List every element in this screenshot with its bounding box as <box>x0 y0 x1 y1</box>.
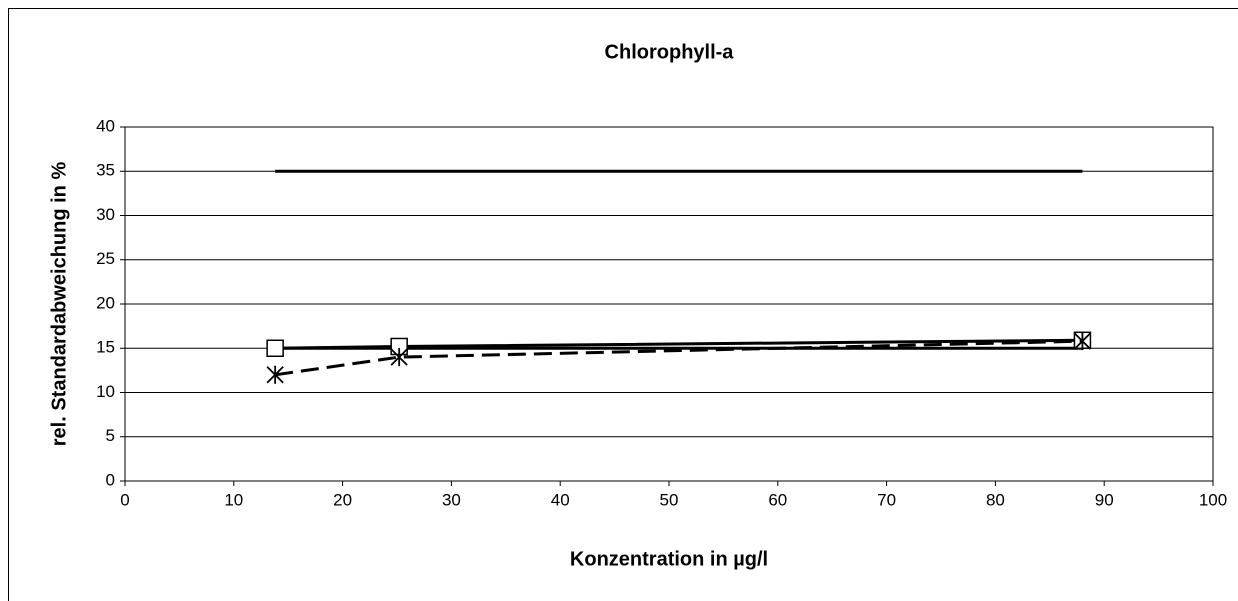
marker <box>266 339 284 357</box>
y-tick-label: 25 <box>96 249 115 268</box>
x-tick-label: 60 <box>768 490 787 509</box>
marker <box>1073 332 1092 351</box>
chart-frame <box>8 8 1238 601</box>
y-tick-label: 40 <box>96 116 115 135</box>
chart-title: Chlorophyll-a <box>605 41 735 63</box>
x-tick-label: 30 <box>442 490 461 509</box>
y-tick-label: 0 <box>106 470 115 489</box>
y-tick-label: 35 <box>96 161 115 180</box>
y-tick-label: 20 <box>96 293 115 312</box>
x-tick-label: 10 <box>224 490 243 509</box>
y-axis-label: rel. Standardabweichung in % <box>48 162 70 447</box>
x-tick-label: 70 <box>877 490 896 509</box>
x-axis-label: Konzentration in µg/l <box>570 548 768 570</box>
x-tick-label: 90 <box>1095 490 1114 509</box>
y-tick-label: 15 <box>96 338 115 357</box>
x-tick-label: 100 <box>1199 490 1227 509</box>
x-tick-label: 40 <box>551 490 570 509</box>
marker <box>266 365 284 384</box>
x-tick-label: 80 <box>986 490 1005 509</box>
x-tick-label: 0 <box>120 490 129 509</box>
y-tick-label: 30 <box>96 205 115 224</box>
marker <box>390 348 408 367</box>
x-tick-label: 20 <box>333 490 352 509</box>
series-line <box>274 339 1083 377</box>
x-tick-label: 50 <box>660 490 679 509</box>
y-tick-label: 10 <box>96 382 115 401</box>
y-tick-label: 5 <box>106 426 115 445</box>
